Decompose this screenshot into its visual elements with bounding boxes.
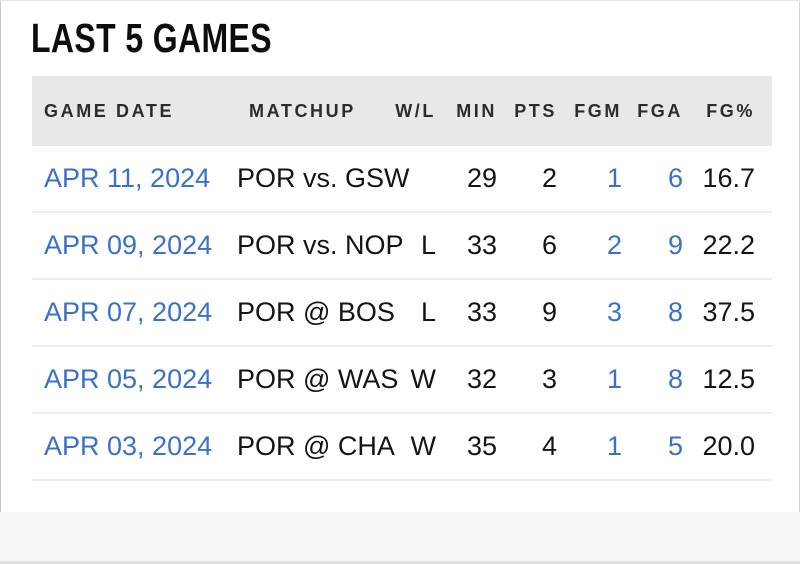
game-date-link[interactable]: APR 09, 2024 bbox=[32, 212, 237, 280]
fgm-link[interactable]: 1 bbox=[557, 346, 622, 414]
matchup-cell: POR @ BOS bbox=[237, 279, 395, 347]
matchup-cell: POR @ WAS bbox=[237, 346, 398, 414]
column-header-min[interactable]: MIN bbox=[436, 76, 497, 146]
min-cell: 35 bbox=[436, 413, 497, 481]
pts-cell: 3 bbox=[497, 346, 557, 414]
column-header-pts[interactable]: PTS bbox=[497, 76, 557, 146]
fgm-link[interactable]: 1 bbox=[557, 146, 622, 213]
game-row: APR 11, 2024 POR vs. GSW 29 2 1 6 16.7 bbox=[32, 146, 772, 213]
last-5-games-table: GAME DATE MATCHUP W/L MIN PTS FGM FGA FG… bbox=[32, 76, 772, 481]
footer-bar bbox=[0, 512, 800, 564]
fgm-link[interactable]: 2 bbox=[557, 212, 622, 280]
fgpct-cell: 12.5 bbox=[683, 346, 772, 414]
section-title: LAST 5 GAMES bbox=[31, 15, 273, 61]
fga-link[interactable]: 5 bbox=[622, 413, 683, 481]
fga-link[interactable]: 6 bbox=[622, 146, 683, 213]
pts-cell: 6 bbox=[497, 212, 557, 280]
fgm-link[interactable]: 3 bbox=[557, 279, 622, 347]
game-date-link[interactable]: APR 05, 2024 bbox=[32, 346, 237, 414]
wl-cell bbox=[387, 146, 436, 213]
column-header-fgm[interactable]: FGM bbox=[557, 76, 622, 146]
fgm-link[interactable]: 1 bbox=[557, 413, 622, 481]
game-date-link[interactable]: APR 07, 2024 bbox=[32, 279, 237, 347]
wl-cell: W bbox=[387, 413, 436, 481]
left-border bbox=[0, 1, 1, 564]
pts-cell: 9 bbox=[497, 279, 557, 347]
wl-cell: L bbox=[387, 279, 436, 347]
game-date-link[interactable]: APR 03, 2024 bbox=[32, 413, 237, 481]
game-row: APR 07, 2024 POR @ BOS L 33 9 3 8 37.5 bbox=[32, 279, 772, 347]
game-row: APR 09, 2024 POR vs. NOP L 33 6 2 9 22.2 bbox=[32, 212, 772, 280]
matchup-cell: POR @ CHA bbox=[237, 413, 395, 481]
column-header-wl[interactable]: W/L bbox=[387, 76, 436, 146]
min-cell: 29 bbox=[436, 146, 497, 213]
fga-link[interactable]: 8 bbox=[622, 279, 683, 347]
min-cell: 32 bbox=[436, 346, 497, 414]
fgpct-cell: 16.7 bbox=[683, 146, 772, 213]
matchup-cell: POR vs. GSW bbox=[237, 146, 410, 213]
column-header-fgpct[interactable]: FG% bbox=[683, 76, 772, 146]
game-row: APR 03, 2024 POR @ CHA W 35 4 1 5 20.0 bbox=[32, 413, 772, 481]
wl-cell: W bbox=[387, 346, 436, 414]
wl-cell: L bbox=[387, 212, 436, 280]
column-header-fga[interactable]: FGA bbox=[622, 76, 683, 146]
fgpct-cell: 20.0 bbox=[683, 413, 772, 481]
matchup-cell: POR vs. NOP bbox=[237, 212, 404, 280]
pts-cell: 4 bbox=[497, 413, 557, 481]
pts-cell: 2 bbox=[497, 146, 557, 213]
table-header-row: GAME DATE MATCHUP W/L MIN PTS FGM FGA FG… bbox=[32, 76, 772, 146]
fga-link[interactable]: 8 bbox=[622, 346, 683, 414]
min-cell: 33 bbox=[436, 279, 497, 347]
column-header-game-date[interactable]: GAME DATE bbox=[32, 76, 237, 146]
game-row: APR 05, 2024 POR @ WAS W 32 3 1 8 12.5 bbox=[32, 346, 772, 414]
column-header-matchup[interactable]: MATCHUP bbox=[237, 76, 387, 146]
fgpct-cell: 37.5 bbox=[683, 279, 772, 347]
min-cell: 33 bbox=[436, 212, 497, 280]
fgpct-cell: 22.2 bbox=[683, 212, 772, 280]
fga-link[interactable]: 9 bbox=[622, 212, 683, 280]
game-date-link[interactable]: APR 11, 2024 bbox=[32, 146, 237, 213]
